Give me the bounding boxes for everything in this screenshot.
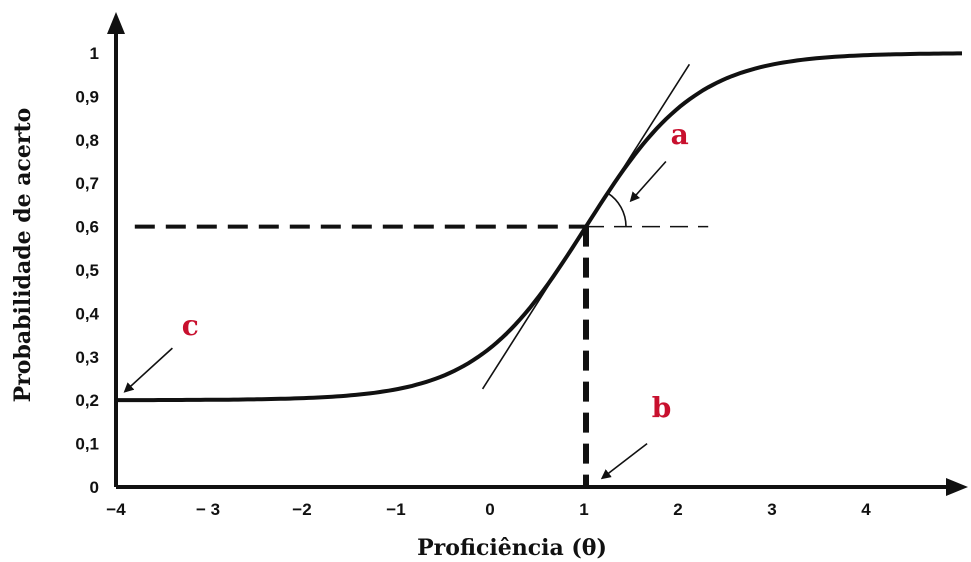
x-tick-label: −1 xyxy=(386,500,405,519)
y-tick-label: 1 xyxy=(90,44,99,63)
x-tick-label: 2 xyxy=(673,500,682,519)
y-tick-label: 0,1 xyxy=(75,435,99,454)
x-tick-label: −4 xyxy=(106,500,126,519)
y-tick-label: 0,3 xyxy=(75,348,99,367)
x-axis-arrow-icon xyxy=(946,478,968,496)
y-tick-label: 0,4 xyxy=(75,304,99,323)
annotation-arrow-b xyxy=(600,442,648,480)
annotation-a: a xyxy=(671,118,689,151)
y-axis-arrow-icon xyxy=(107,12,125,34)
x-tick-label: 3 xyxy=(767,500,776,519)
y-tick-label: 0,7 xyxy=(75,174,99,193)
x-axis-label: Proficiência (θ) xyxy=(417,535,607,561)
y-tick-label: 0,8 xyxy=(75,131,99,150)
y-tick-label: 0 xyxy=(90,478,99,497)
y-tick-labels: 0 0,1 0,2 0,3 0,4 0,5 0,6 0,7 0,8 0,9 1 xyxy=(75,44,99,497)
x-tick-label: − 3 xyxy=(196,500,220,519)
x-tick-label: 4 xyxy=(861,500,871,519)
x-tick-label: 0 xyxy=(485,500,494,519)
x-tick-labels: −4 − 3 −2 −1 0 1 2 3 4 xyxy=(106,500,871,519)
y-axis-label: Probabilidade de acerto xyxy=(10,108,36,403)
annotation-arrow-c xyxy=(123,347,173,393)
x-tick-label: −2 xyxy=(292,500,311,519)
slope-angle-arc xyxy=(607,192,627,227)
y-tick-label: 0,5 xyxy=(75,261,99,280)
y-tick-label: 0,2 xyxy=(75,391,99,410)
y-tick-label: 0,9 xyxy=(75,87,99,106)
annotation-b: b xyxy=(652,392,672,425)
annotation-arrow-a xyxy=(629,160,667,203)
x-tick-label: 1 xyxy=(579,500,588,519)
y-tick-label: 0,6 xyxy=(75,218,99,237)
annotation-c: c xyxy=(182,309,199,342)
item-characteristic-curve xyxy=(116,51,962,403)
